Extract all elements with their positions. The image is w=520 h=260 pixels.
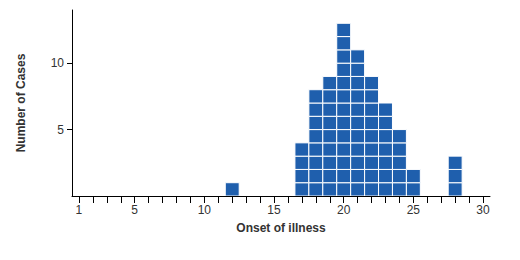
svg-text:25: 25 bbox=[407, 203, 421, 217]
svg-text:30: 30 bbox=[476, 203, 490, 217]
svg-text:20: 20 bbox=[337, 203, 351, 217]
svg-text:Number of Cases: Number of Cases bbox=[14, 53, 28, 152]
svg-text:10: 10 bbox=[198, 203, 212, 217]
svg-text:5: 5 bbox=[131, 203, 138, 217]
svg-text:10: 10 bbox=[51, 56, 65, 70]
svg-text:15: 15 bbox=[267, 203, 281, 217]
svg-text:5: 5 bbox=[57, 123, 64, 137]
svg-text:Onset of illness: Onset of illness bbox=[236, 221, 326, 235]
svg-text:1: 1 bbox=[76, 203, 83, 217]
